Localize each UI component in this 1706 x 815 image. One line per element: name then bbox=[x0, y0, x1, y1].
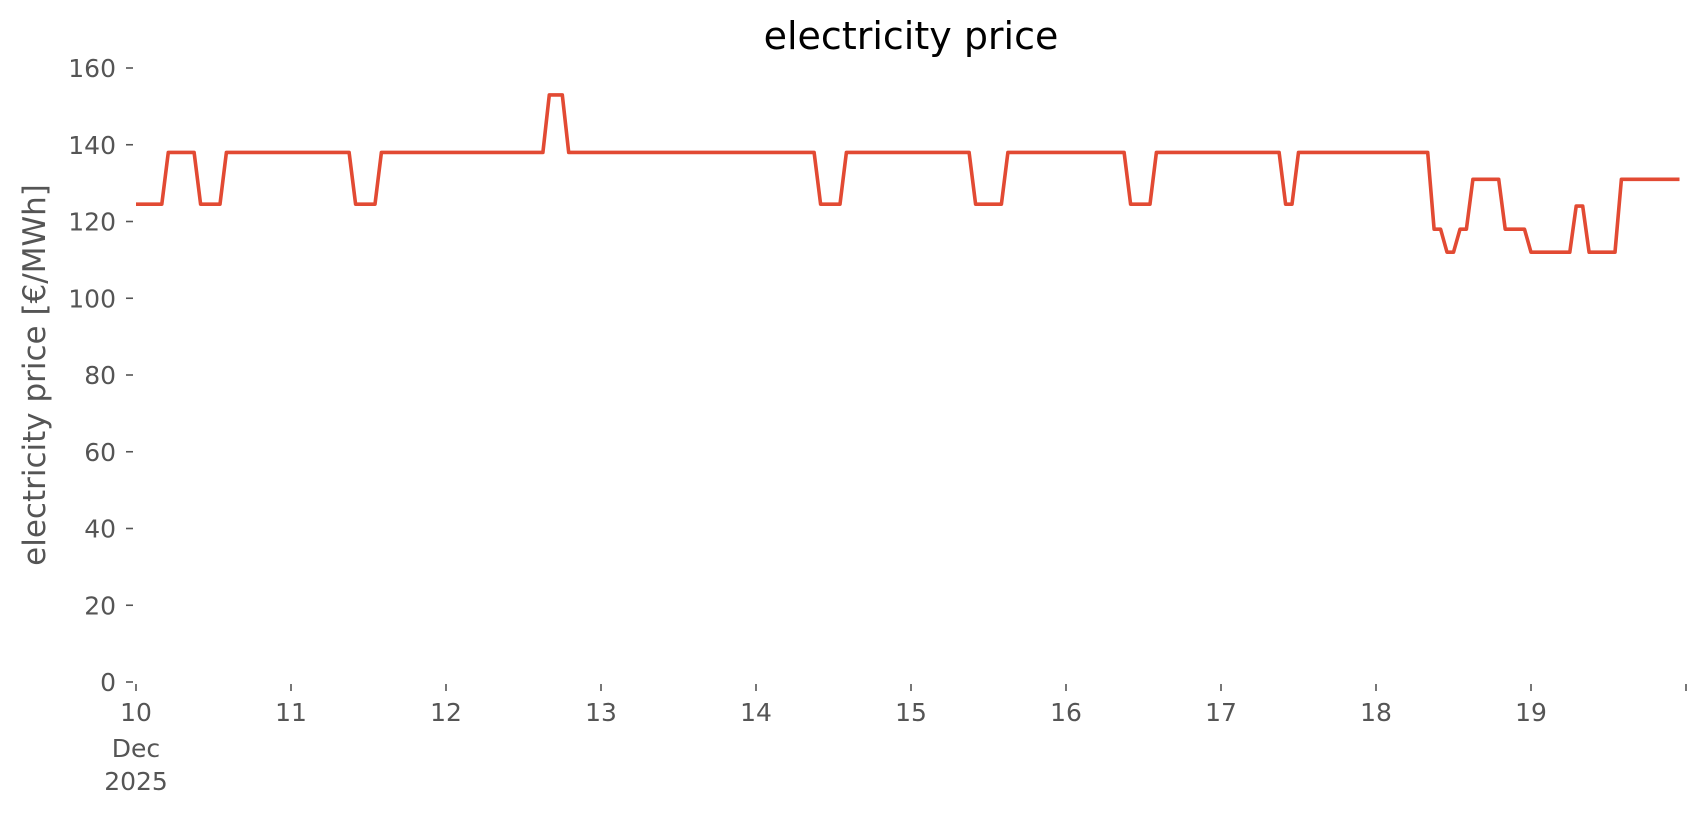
plot-area bbox=[136, 93, 1680, 254]
x-tick-label: 15 bbox=[895, 698, 927, 727]
y-axis: 0 20 40 60 80 100 120 140 160 bbox=[68, 54, 133, 697]
price-series-line bbox=[136, 93, 1680, 254]
x-tick-label: 13 bbox=[585, 698, 617, 727]
chart-title: electricity price bbox=[764, 14, 1059, 58]
x-tick-label: 17 bbox=[1205, 698, 1237, 727]
x-tick-label: 16 bbox=[1050, 698, 1082, 727]
x-axis: 10 Dec 2025 11 12 13 14 15 16 17 18 19 bbox=[104, 684, 1687, 796]
y-tick-label: 20 bbox=[84, 591, 116, 620]
x-tick-sublabel: Dec bbox=[112, 734, 160, 763]
y-tick-label: 60 bbox=[84, 438, 116, 467]
y-tick-label: 140 bbox=[68, 131, 116, 160]
x-tick-label: 12 bbox=[430, 698, 462, 727]
y-tick-label: 0 bbox=[100, 668, 116, 697]
y-axis-label: electricity price [€/MWh] bbox=[17, 184, 53, 566]
y-tick-label: 160 bbox=[68, 54, 116, 83]
x-tick-label: 11 bbox=[275, 698, 307, 727]
x-tick-label: 14 bbox=[740, 698, 772, 727]
x-tick-label: 19 bbox=[1515, 698, 1547, 727]
y-tick-label: 40 bbox=[84, 515, 116, 544]
x-tick-label: 10 bbox=[120, 698, 152, 727]
x-tick-sublabel: 2025 bbox=[104, 767, 168, 796]
y-tick-label: 120 bbox=[68, 208, 116, 237]
x-tick-label: 18 bbox=[1360, 698, 1392, 727]
y-tick-label: 80 bbox=[84, 361, 116, 390]
y-tick-label: 100 bbox=[68, 284, 116, 313]
